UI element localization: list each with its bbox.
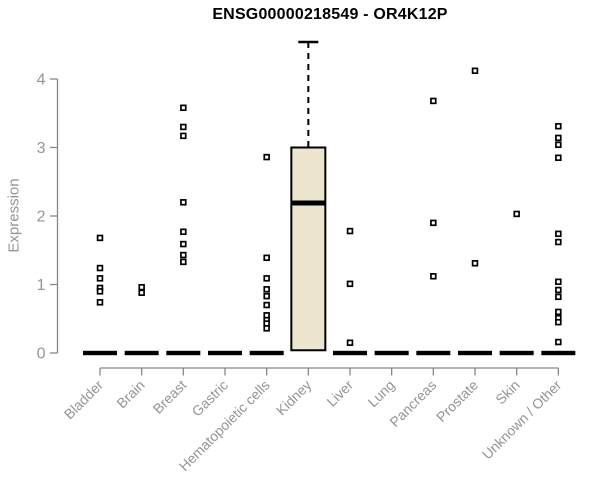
outlier-point [430,219,437,227]
zero-median-dash [541,350,576,356]
outlier-point [263,153,270,161]
zero-median-dash [166,350,201,356]
outlier-point [263,286,270,293]
outlier-point [263,292,270,300]
outlier-point [555,308,562,316]
outlier-point [180,132,187,140]
outlier-point [180,251,187,259]
outlier-point [471,260,479,267]
outlier-point [471,67,479,75]
outlier-point [346,339,354,346]
x-tick-label: Kidney [273,377,315,419]
outlier-point [430,273,437,280]
outlier-point [96,264,104,272]
x-tick-label: Prostate [433,377,481,425]
outlier-point [96,275,104,282]
outlier-point [555,154,562,162]
outlier-point [138,283,145,291]
zero-median-dash [249,350,284,356]
outlier-point [180,123,187,131]
outlier-point [263,275,270,282]
zero-median-dash [208,350,243,356]
outlier-point [555,230,562,238]
y-tick-label: 3 [37,140,46,157]
zero-median-dash [83,350,117,356]
outlier-point [555,338,562,346]
outlier-point [346,227,354,235]
outlier-point [555,141,562,149]
outlier-point [138,289,145,296]
y-tick-label: 1 [37,277,46,294]
x-tick-label: Liver [323,377,356,410]
outlier-point [555,238,562,246]
outlier-point [555,134,562,142]
x-tick-label: Unknown / Other [479,377,565,463]
outlier-point [555,286,562,294]
x-tick-label: Brain [113,377,147,411]
y-tick-label: 2 [37,209,46,226]
outlier-point [96,234,104,242]
outlier-point [96,299,104,306]
zero-median-dash [333,350,368,356]
outlier-point [180,258,187,266]
zero-median-dash [416,350,451,356]
outlier-point [180,199,187,206]
outlier-point [430,97,437,105]
zero-median-dash [499,350,534,356]
x-tick-label: Bladder [61,377,107,423]
x-tick-label: Skin [492,377,523,408]
y-tick-label: 4 [37,72,46,89]
outlier-point [555,293,562,301]
chart-title: ENSG00000218549 - OR4K12P [212,6,448,23]
outlier-point [180,104,187,112]
outlier-point [180,240,187,248]
outlier-point [513,210,520,218]
zero-median-dash [374,350,409,356]
x-tick-label: Lung [364,377,397,410]
outlier-point [263,301,270,309]
x-tick-label: Breast [150,377,190,417]
outlier-point [555,318,562,326]
outlier-point [263,325,270,332]
outlier-point [555,123,562,130]
outlier-point [555,278,562,286]
outlier-point [263,254,270,262]
zero-median-dash [458,350,493,356]
y-tick-label: 0 [37,346,46,363]
outlier-point [346,280,354,288]
box-kidney [290,146,327,352]
zero-median-dash [124,350,159,356]
outlier-point [180,228,187,236]
outlier-point [96,288,104,295]
